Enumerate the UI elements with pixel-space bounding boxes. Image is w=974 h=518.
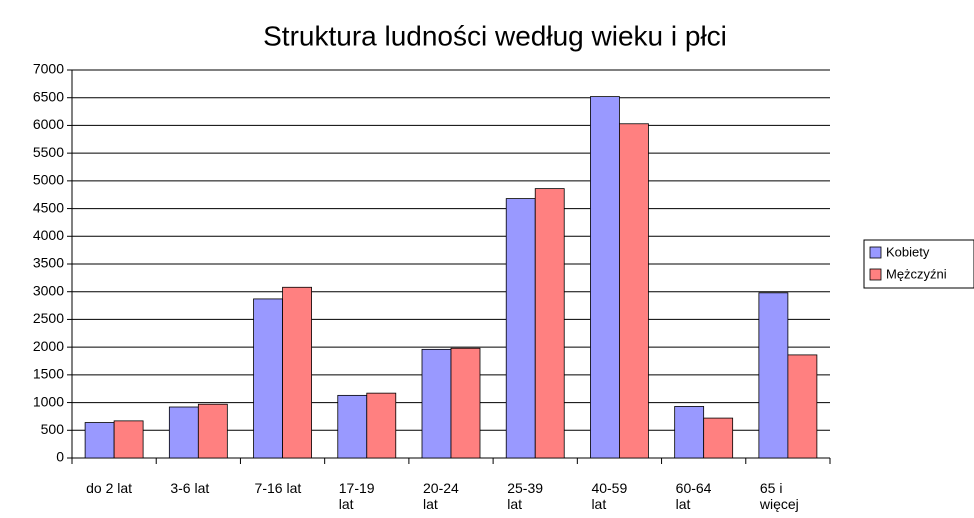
bar	[421, 348, 452, 459]
x-tick-label: 3-6 lat	[170, 480, 210, 496]
y-tick-label: 2500	[33, 310, 64, 326]
bar	[534, 188, 565, 459]
chart-title: Struktura ludności według wieku i płci	[263, 20, 727, 51]
legend-label: Kobiety	[886, 244, 930, 259]
y-tick-label: 5500	[33, 144, 64, 160]
bar	[619, 123, 649, 459]
bar	[505, 198, 536, 459]
bar	[703, 417, 734, 459]
x-tick-label: 60-64 lat	[675, 480, 712, 512]
bar	[168, 406, 199, 459]
y-tick-label: 2000	[33, 338, 64, 354]
y-tick-label: 3000	[33, 282, 64, 298]
bar	[84, 422, 115, 459]
x-tick-label: 40-59 lat	[591, 480, 628, 512]
x-tick-label: 65 i więcej	[759, 480, 799, 512]
x-tick-label: 7-16 lat	[254, 480, 302, 496]
bar	[787, 354, 818, 459]
bar	[282, 286, 312, 459]
y-tick-label: 6500	[33, 88, 64, 104]
x-tick-label: 25-39 lat	[507, 480, 544, 512]
bar	[366, 392, 397, 459]
bar	[253, 298, 283, 459]
bar	[197, 403, 228, 459]
y-tick-label: 4000	[33, 227, 64, 243]
bar	[450, 347, 481, 459]
y-tick-label: 1500	[33, 366, 64, 382]
y-tick-label: 1000	[33, 393, 64, 409]
x-tick-label: 20-24 lat	[423, 480, 459, 512]
legend-swatch	[869, 268, 882, 281]
y-tick-label: 500	[41, 421, 65, 437]
bar	[590, 96, 620, 459]
bar	[674, 406, 705, 459]
x-tick-label: do 2 lat	[86, 480, 133, 496]
y-tick-label: 5000	[33, 172, 64, 188]
y-tick-label: 7000	[33, 61, 64, 77]
y-tick-label: 3500	[33, 255, 64, 271]
y-tick-label: 6000	[33, 116, 64, 132]
legend-swatch	[869, 246, 882, 259]
y-tick-label: 4500	[33, 199, 64, 215]
bar	[113, 420, 144, 459]
bar	[337, 394, 368, 459]
legend-label: Mężczyźni	[886, 266, 947, 281]
y-tick-label: 0	[56, 449, 64, 465]
x-tick-label: 17-19 lat	[338, 480, 375, 512]
bar	[758, 292, 789, 459]
legend-box	[863, 239, 974, 289]
